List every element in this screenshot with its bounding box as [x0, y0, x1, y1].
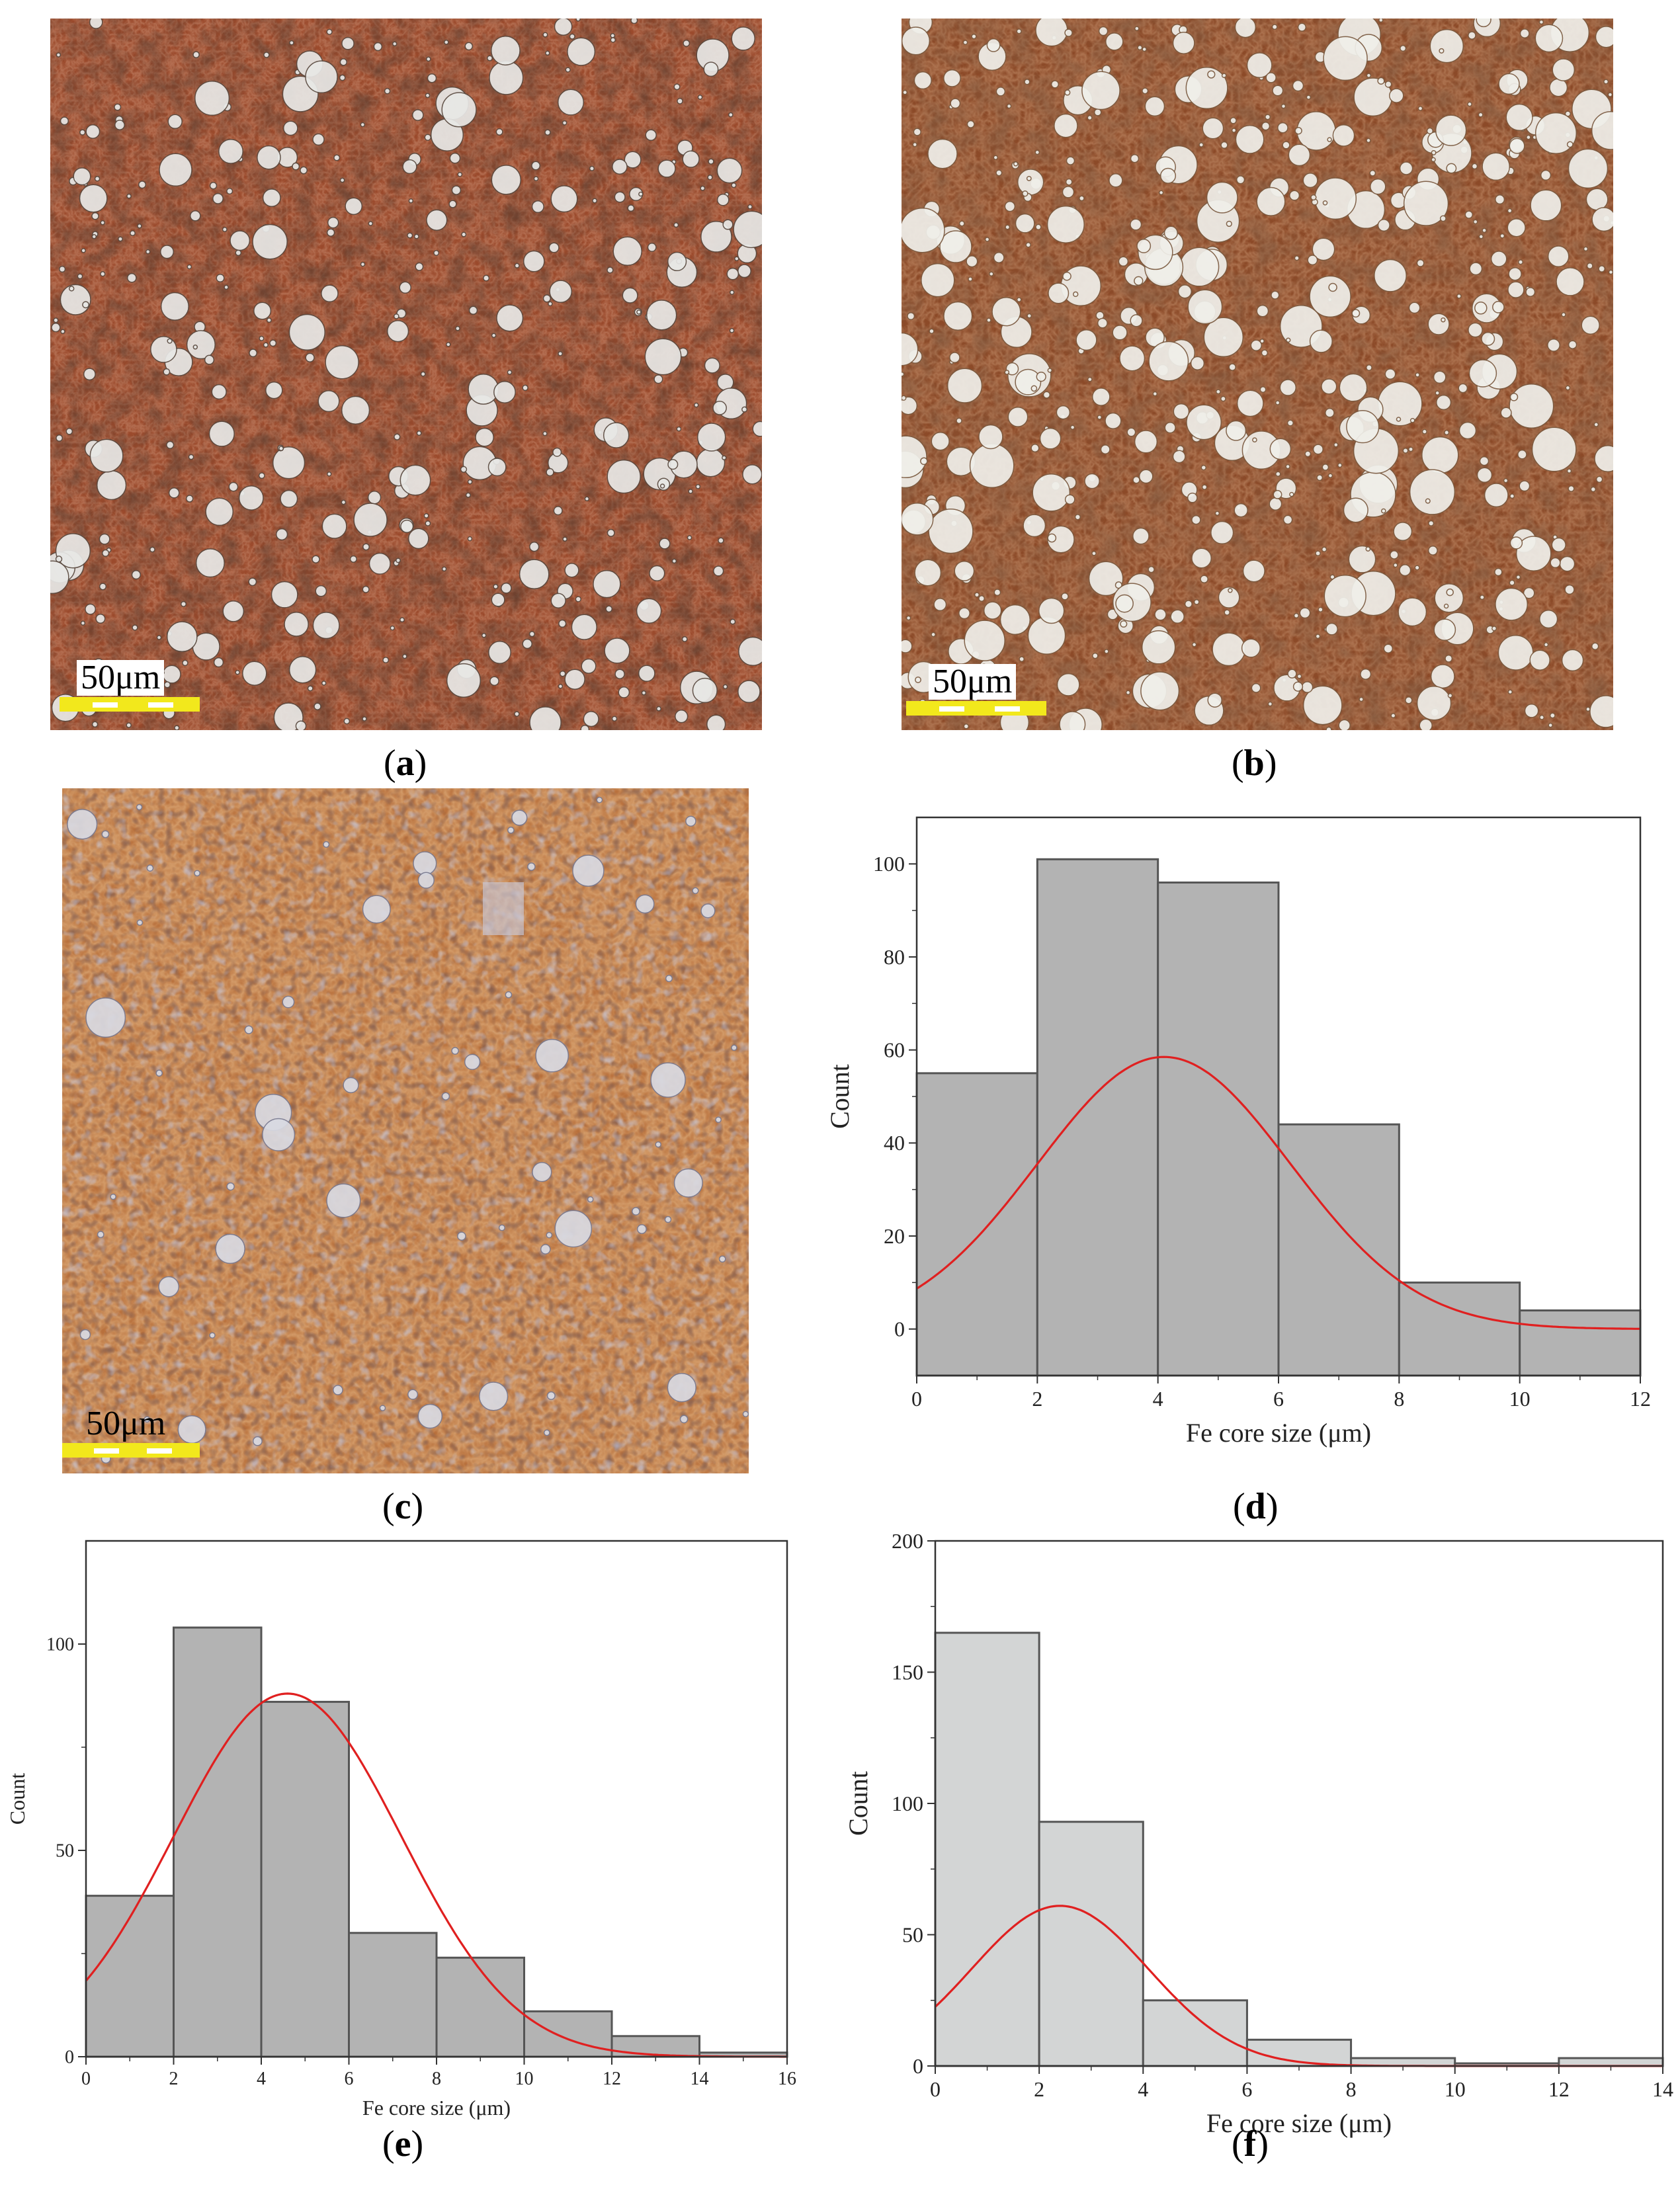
x-tick-label: 12	[603, 2069, 621, 2089]
x-tick-label: 14	[1652, 2077, 1673, 2101]
histogram-bar	[1038, 1821, 1144, 2067]
histogram-bar	[523, 2010, 613, 2058]
histogram-bar	[1558, 2057, 1664, 2067]
fe-core-spheres	[50, 19, 762, 730]
y-tick-label: 150	[892, 1660, 923, 1684]
caption-f: (f)	[1232, 2124, 1269, 2165]
histogram-bar	[1142, 1999, 1248, 2067]
histogram-bar	[173, 1626, 263, 2058]
scale-bar-c: 50μm	[62, 1401, 208, 1460]
x-tick-label: 8	[1346, 2077, 1357, 2101]
x-tick-label: 2	[169, 2069, 179, 2089]
x-axis-title: Fe core size (μm)	[362, 2096, 511, 2120]
x-tick-label: 4	[1153, 1387, 1163, 1411]
x-tick-label: 4	[257, 2069, 266, 2089]
x-tick-label: 4	[1138, 2077, 1148, 2101]
histogram-bar	[85, 1895, 175, 2058]
caption-d: (d)	[1233, 1486, 1279, 1527]
y-axis-title: Count	[825, 1064, 855, 1129]
caption-a: (a)	[384, 743, 427, 784]
histogram-bar	[610, 2035, 700, 2058]
histogram-bar	[348, 1932, 438, 2058]
x-tick-label: 6	[1241, 2077, 1252, 2101]
y-tick-label: 0	[65, 2047, 74, 2068]
micrograph-b	[902, 19, 1613, 730]
x-tick-label: 10	[1445, 2077, 1466, 2101]
fe-core-spheres	[67, 796, 749, 1464]
y-tick-label: 0	[913, 2054, 923, 2078]
gaussian-fit-curve	[85, 1692, 787, 2058]
scale-bar-a: 50μm	[60, 660, 205, 720]
y-tick-label: 100	[46, 1635, 74, 1655]
histogram-bar	[1277, 1123, 1400, 1377]
x-tick-label: 2	[1034, 2077, 1044, 2101]
histogram-e: 0 2 4 6 8 10 12 14 16 0 50 100 Fe core size (μm) Coun…	[0, 1528, 820, 2123]
fe-core-spheres	[902, 19, 1613, 730]
histogram-bar	[435, 1956, 525, 2058]
caption-b: (b)	[1232, 743, 1277, 784]
scale-bar-line	[906, 701, 1046, 716]
y-tick-label: 60	[884, 1038, 905, 1062]
x-tick-label: 0	[911, 1387, 922, 1411]
x-tick-label: 14	[691, 2069, 709, 2089]
x-tick-label: 0	[81, 2069, 91, 2089]
x-tick-label: 10	[515, 2069, 534, 2089]
scale-label: 50μm	[86, 1405, 166, 1442]
scale-label: 50μm	[929, 664, 1017, 700]
histogram-bar	[915, 1072, 1038, 1377]
histogram-d: 0 2 4 6 8 10 12 0 20 40 60 80 100 Fe core size (μm) Co…	[794, 794, 1654, 1455]
y-tick-label: 20	[884, 1224, 905, 1248]
gaussian-fit-curve	[916, 1055, 1640, 1330]
y-tick-label: 50	[56, 1841, 74, 1862]
y-tick-label: 200	[892, 1529, 923, 1553]
x-axis-title: Fe core size (μm)	[1186, 1418, 1371, 1448]
scale-bar-line	[60, 697, 200, 712]
x-tick-label: 6	[1273, 1387, 1284, 1411]
histogram-f: 0 2 4 6 8 10 12 14 0 50 100 150 200 Fe core size (μm)…	[833, 1528, 1673, 2138]
scale-label: 50μm	[77, 660, 165, 696]
x-tick-label: 8	[432, 2069, 441, 2089]
y-tick-label: 100	[892, 1792, 923, 1815]
y-tick-label: 80	[884, 945, 905, 969]
x-tick-label: 12	[1630, 1387, 1651, 1411]
micrograph-a	[50, 19, 762, 730]
x-tick-label: 0	[930, 2077, 941, 2101]
x-tick-label: 10	[1509, 1387, 1531, 1411]
x-tick-label: 16	[778, 2069, 796, 2089]
micrograph-c	[62, 788, 749, 1473]
y-tick-label: 100	[873, 852, 905, 876]
x-tick-label: 2	[1032, 1387, 1042, 1411]
y-axis-title: Count	[5, 1773, 29, 1825]
histogram-bar	[1157, 881, 1280, 1377]
x-axis-title: Fe core size (μm)	[1206, 2108, 1392, 2138]
x-tick-label: 8	[1394, 1387, 1404, 1411]
histogram-bar	[934, 1631, 1040, 2067]
scale-bar-b: 50μm	[906, 664, 1052, 723]
y-axis-title: Count	[843, 1771, 873, 1836]
y-tick-label: 40	[884, 1131, 905, 1155]
x-tick-label: 6	[345, 2069, 354, 2089]
scale-bar-line	[62, 1443, 200, 1458]
caption-c: (c)	[382, 1486, 424, 1527]
histogram-bar	[1519, 1309, 1642, 1377]
x-tick-label: 12	[1548, 2077, 1570, 2101]
y-tick-label: 0	[894, 1317, 905, 1341]
y-tick-label: 50	[902, 1922, 923, 1946]
histogram-bar	[260, 1700, 350, 2058]
caption-e: (e)	[382, 2124, 424, 2165]
histogram-bar	[1036, 858, 1159, 1377]
histogram-bar	[1398, 1281, 1521, 1377]
